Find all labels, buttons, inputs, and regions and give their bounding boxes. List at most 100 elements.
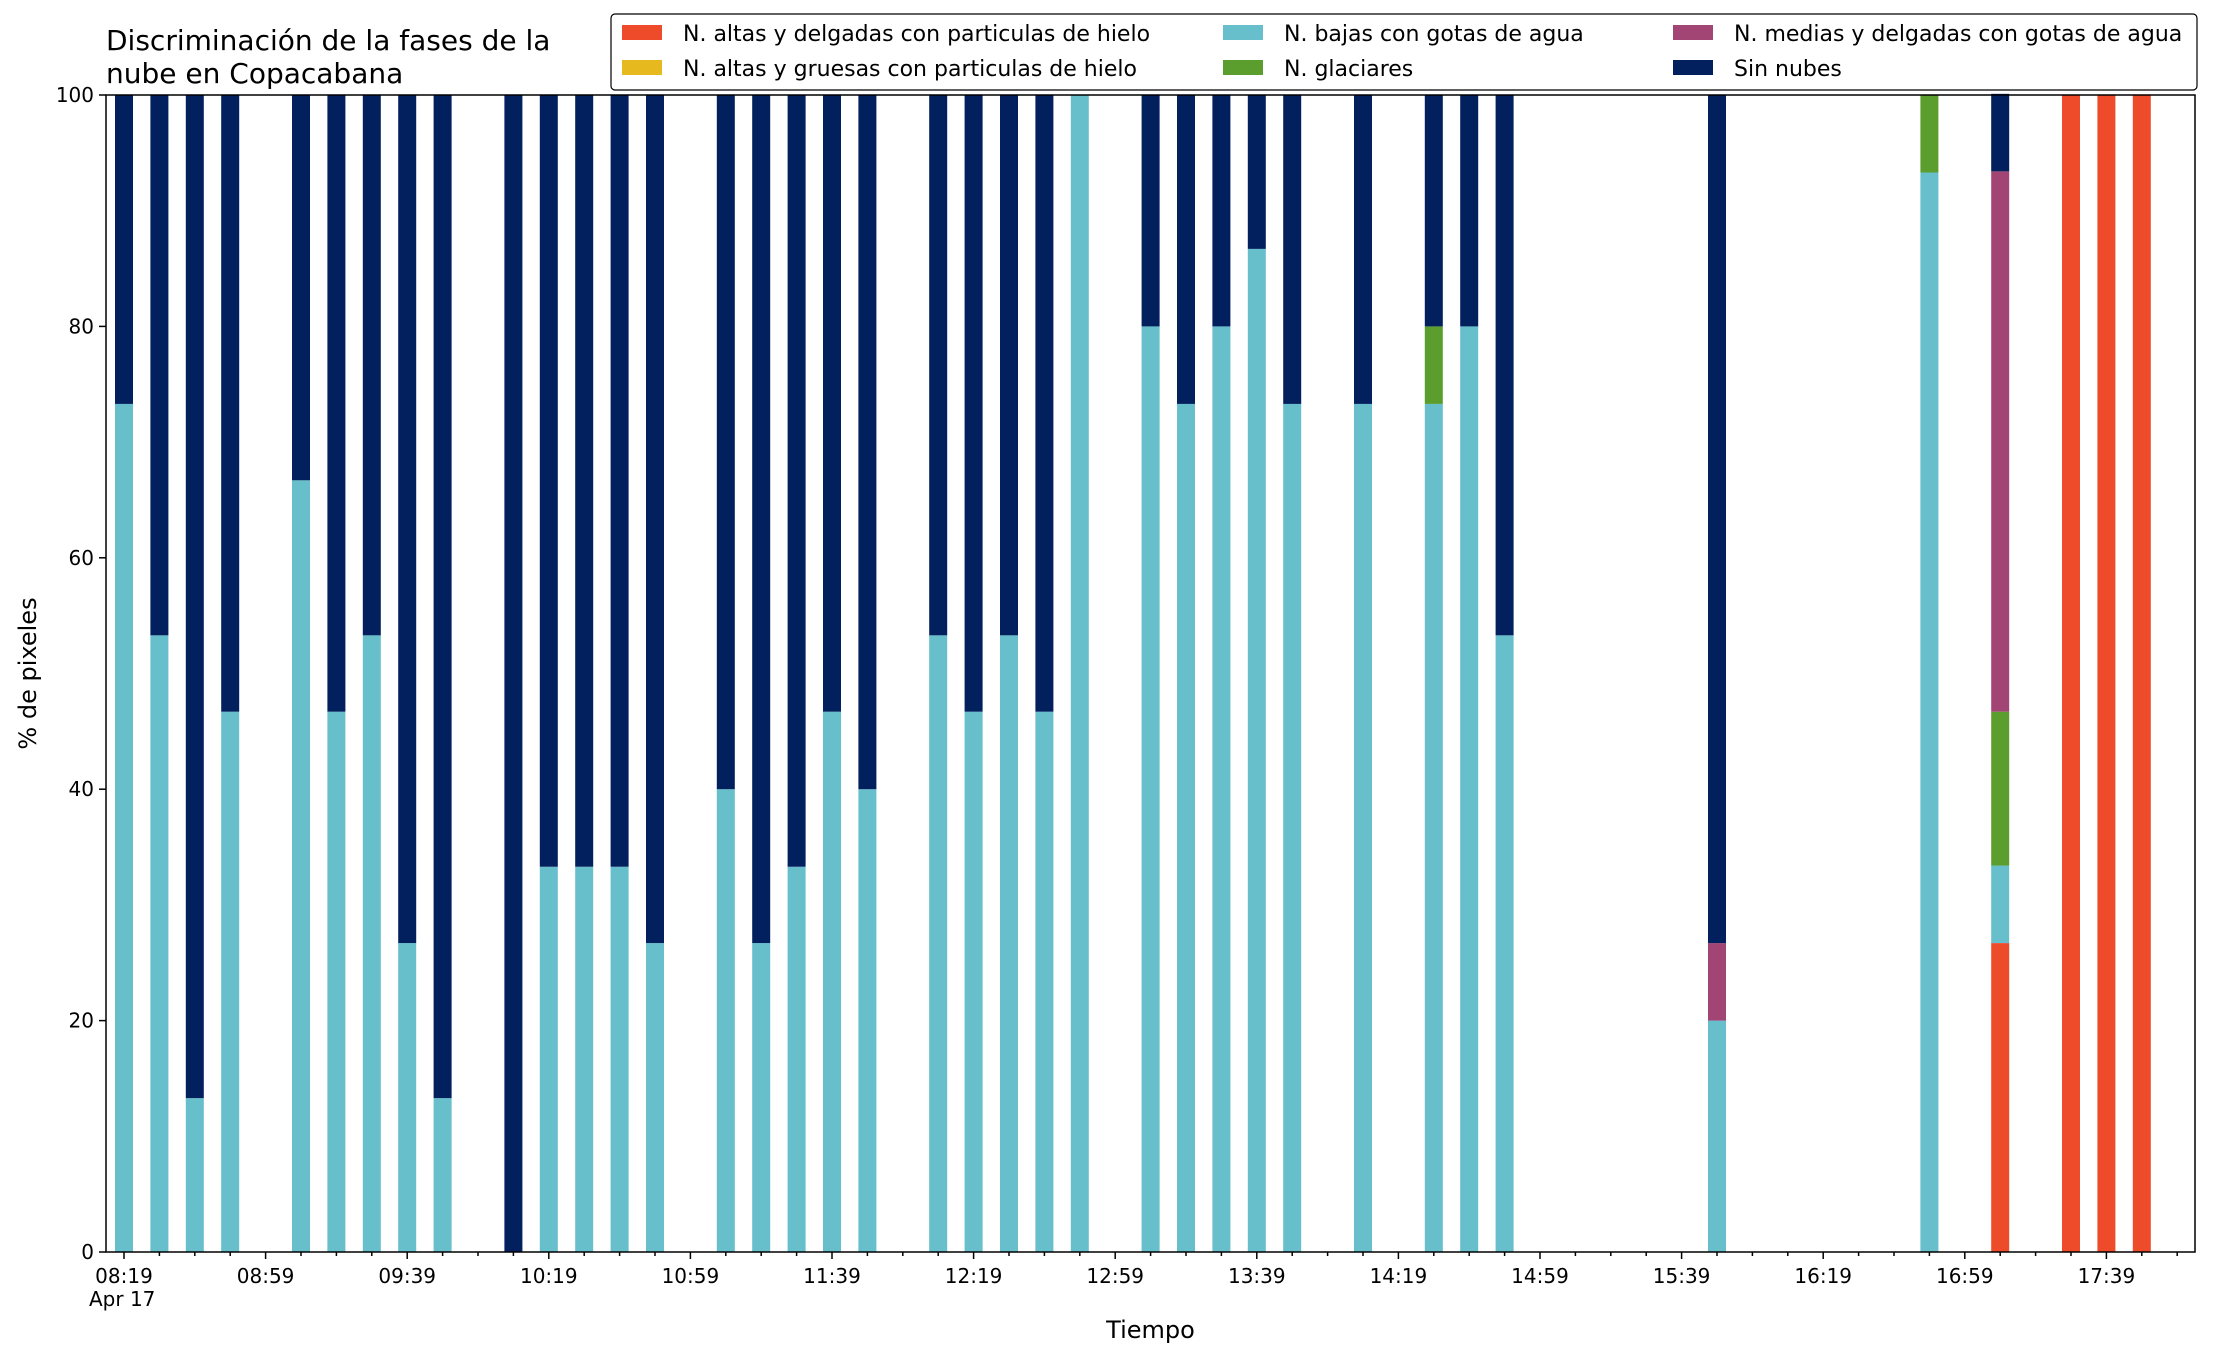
legend-swatch xyxy=(1223,60,1263,75)
bar-segment xyxy=(610,95,629,867)
bar-segment xyxy=(823,711,841,1252)
bar-segment xyxy=(1495,635,1514,1252)
legend-entry-label: Sin nubes xyxy=(1734,57,1842,82)
x-tick-label: 14:59 xyxy=(1511,1264,1569,1288)
bar-segment xyxy=(150,635,169,1252)
bar-segment xyxy=(2097,95,2116,1252)
bar-segment xyxy=(929,635,948,1252)
bar-segment xyxy=(539,866,558,1252)
bar-segment xyxy=(964,95,983,712)
bar-segment xyxy=(823,95,841,712)
bar-segment xyxy=(716,95,735,790)
bar-segment xyxy=(1283,95,1302,404)
bar-segment xyxy=(1424,403,1443,1252)
bar-segment xyxy=(964,711,983,1252)
legend-swatch xyxy=(622,25,662,40)
bar-segment xyxy=(1070,95,1089,1252)
bar-segment xyxy=(398,943,417,1252)
y-tick-label: 20 xyxy=(69,1009,94,1033)
bar-segment xyxy=(787,866,806,1252)
legend-entry-label: N. glaciares xyxy=(1284,57,1413,82)
bar-segment xyxy=(1000,95,1018,636)
x-tick-label: 12:59 xyxy=(1086,1264,1144,1288)
x-tick-label: 10:59 xyxy=(662,1264,720,1288)
bar-segment xyxy=(221,711,240,1252)
bar-segment xyxy=(1991,171,2010,712)
bar-segment xyxy=(221,95,240,712)
y-axis-title: % de pixeles xyxy=(14,597,42,749)
legend-box xyxy=(610,13,2198,91)
bar-segment xyxy=(1708,1020,1726,1252)
bar-segment xyxy=(646,95,664,944)
x-tick-label: 12:19 xyxy=(945,1264,1003,1288)
bar-segment xyxy=(1177,403,1195,1252)
bar-segment xyxy=(398,95,417,944)
bar-segment xyxy=(362,635,381,1252)
bar-segment xyxy=(575,95,594,867)
bar-segment xyxy=(1991,943,2010,1252)
bar-segment xyxy=(1991,865,2010,944)
axes-layer: 0 20 40 60 80 100 08:19 08:59 09:39 10:19 10:59 11:… xyxy=(56,83,2196,1288)
x-date-label: Apr 17 xyxy=(89,1287,155,1311)
x-axis-title: Tiempo xyxy=(1105,1316,1195,1344)
bar-segment xyxy=(858,789,877,1252)
bar-segment xyxy=(327,95,346,712)
bar-segment xyxy=(2062,95,2080,1252)
bar-segment xyxy=(1708,943,1726,1021)
y-tick-label: 40 xyxy=(69,777,94,801)
x-tick-label: 16:19 xyxy=(1794,1264,1852,1288)
legend: N. altas y delgadas con particulas de hi… xyxy=(610,13,2198,91)
bar-segment xyxy=(1247,248,1266,1252)
bar-segment xyxy=(1000,635,1018,1252)
x-tick-label: 10:19 xyxy=(520,1264,578,1288)
bar-segment xyxy=(115,403,133,1252)
bar-segment xyxy=(433,1098,452,1252)
bar-segment xyxy=(1424,95,1443,327)
x-tick-label: 08:19 xyxy=(95,1264,153,1288)
bar-segment xyxy=(1495,95,1514,636)
x-tick-label: 15:39 xyxy=(1653,1264,1711,1288)
bars-layer xyxy=(115,93,2151,1252)
bar-segment xyxy=(610,866,629,1252)
bar-segment xyxy=(327,711,346,1252)
x-tick-label: 14:19 xyxy=(1370,1264,1428,1288)
bar-segment xyxy=(575,866,594,1252)
legend-swatch xyxy=(1673,60,1713,75)
bar-segment xyxy=(646,943,664,1252)
x-tick-label: 09:39 xyxy=(378,1264,436,1288)
legend-entry-label: N. medias y delgadas con gotas de agua xyxy=(1734,22,2182,47)
bar-segment xyxy=(787,95,806,867)
bar-segment xyxy=(433,95,452,1099)
bar-segment xyxy=(292,95,310,481)
bar-segment xyxy=(752,943,771,1252)
bar-segment xyxy=(1424,326,1443,404)
bar-segment xyxy=(539,95,558,867)
bar-segment xyxy=(752,95,771,944)
bar-segment xyxy=(1460,95,1479,327)
chart-title-line-2: nube en Copacabana xyxy=(106,57,403,90)
bar-segment xyxy=(1247,95,1266,249)
legend-entry-label: N. altas y gruesas con particulas de hie… xyxy=(683,57,1137,82)
legend-swatch xyxy=(1223,25,1263,40)
bar-segment xyxy=(716,789,735,1252)
y-tick-label: 60 xyxy=(69,546,94,570)
y-tick-label: 0 xyxy=(81,1240,94,1264)
legend-swatch xyxy=(622,60,662,75)
bar-segment xyxy=(2132,95,2151,1252)
x-tick-label: 16:59 xyxy=(1936,1264,1994,1288)
x-tick-label: 17:39 xyxy=(2078,1264,2136,1288)
bar-segment xyxy=(1991,711,2010,866)
x-tick-label: 11:39 xyxy=(803,1264,861,1288)
bar-segment xyxy=(1212,95,1231,327)
bar-segment xyxy=(362,95,381,636)
bar-segment xyxy=(1354,403,1372,1252)
bar-segment xyxy=(929,95,948,636)
bar-segment xyxy=(1035,711,1054,1252)
bar-segment xyxy=(1460,326,1479,1252)
bar-segment xyxy=(1035,95,1054,712)
bar-segment xyxy=(1283,403,1302,1252)
bar-segment xyxy=(858,95,877,790)
y-tick-label: 100 xyxy=(56,83,94,107)
bar-segment xyxy=(115,95,133,404)
